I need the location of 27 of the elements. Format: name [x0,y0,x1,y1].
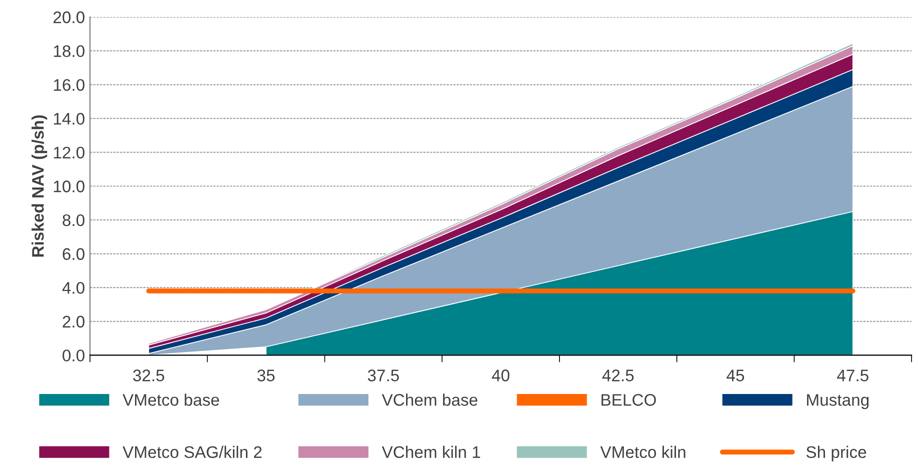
y-tick-label: 6.0 [62,248,84,260]
legend-label: BELCO [602,394,656,406]
legend-label: VMetco base [122,394,220,406]
legend-label: VChem kiln 1 [382,446,480,458]
legend-label: Mustang [807,394,869,410]
y-tick-label: 16.0 [54,79,84,91]
legend-label: VMetco kiln [600,446,686,458]
y-tick-label: 4.0 [62,282,84,294]
y-tick-label: 18.0 [54,45,84,58]
x-tick-label: 37.5 [368,370,399,382]
y-tick-label: 8.0 [62,214,84,226]
x-tick-label: 35 [257,370,275,382]
y-tick-label: 10.0 [54,180,84,192]
legend-label: VChem base [382,394,478,406]
y-axis-title: Risked NAV (p/sh) [32,115,48,257]
x-tick-label: 42.5 [602,370,634,382]
y-tick-label: 12.0 [54,146,84,159]
legend-label: VMetco SAG/kiln 2 [122,446,262,458]
x-tick-label: 40 [492,370,510,382]
y-tick-label: 20.0 [54,11,84,24]
y-tick-label: 14.0 [54,112,84,125]
x-tick-label: 47.5 [837,370,868,382]
x-tick-label: 45 [726,370,744,382]
legend-label: Sh price [806,446,866,462]
y-tick-label: 0.0 [62,350,84,362]
y-tick-label: 2.0 [62,316,84,328]
x-tick-label: 32.5 [133,370,164,382]
